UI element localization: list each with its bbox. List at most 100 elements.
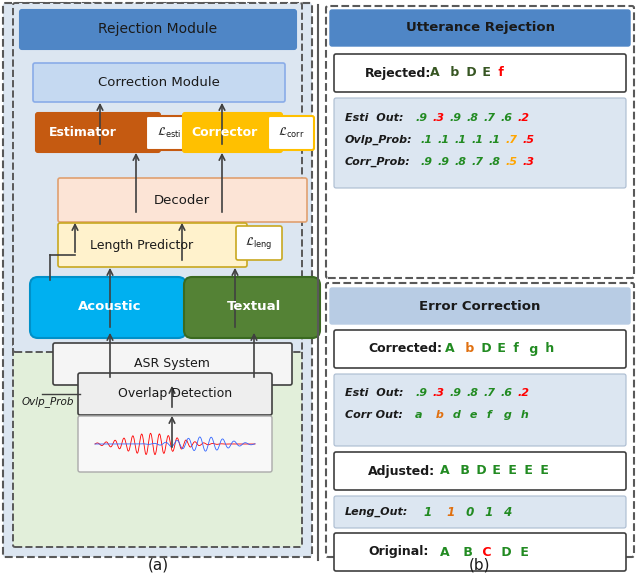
FancyBboxPatch shape bbox=[268, 116, 314, 150]
Text: .9: .9 bbox=[415, 113, 427, 123]
Text: .5: .5 bbox=[505, 157, 517, 167]
Text: E: E bbox=[536, 465, 549, 477]
Text: D: D bbox=[477, 343, 492, 355]
Text: E: E bbox=[504, 465, 517, 477]
Text: Estimator: Estimator bbox=[49, 125, 117, 139]
FancyBboxPatch shape bbox=[334, 533, 626, 571]
Text: Corrector: Corrector bbox=[192, 125, 258, 139]
Text: .2: .2 bbox=[517, 113, 529, 123]
Text: E: E bbox=[493, 343, 506, 355]
Text: A: A bbox=[445, 343, 454, 355]
Text: .1: .1 bbox=[437, 135, 449, 145]
Text: b: b bbox=[432, 410, 444, 420]
FancyBboxPatch shape bbox=[30, 277, 186, 338]
Text: .1: .1 bbox=[420, 135, 432, 145]
Text: .3: .3 bbox=[432, 113, 444, 123]
Text: 1: 1 bbox=[424, 506, 432, 518]
Text: Rejected:: Rejected: bbox=[365, 66, 431, 80]
FancyBboxPatch shape bbox=[58, 223, 247, 267]
Text: .1: .1 bbox=[488, 135, 500, 145]
Text: b: b bbox=[446, 66, 460, 80]
Text: d: d bbox=[449, 410, 461, 420]
FancyBboxPatch shape bbox=[20, 10, 296, 49]
FancyBboxPatch shape bbox=[334, 98, 626, 188]
Text: B: B bbox=[459, 546, 473, 558]
FancyBboxPatch shape bbox=[334, 496, 626, 528]
Text: D: D bbox=[462, 66, 477, 80]
Text: 0: 0 bbox=[462, 506, 474, 518]
Text: 1: 1 bbox=[481, 506, 493, 518]
Text: D: D bbox=[472, 465, 486, 477]
Text: .7: .7 bbox=[505, 135, 517, 145]
Text: D: D bbox=[497, 546, 511, 558]
Text: e: e bbox=[466, 410, 477, 420]
FancyBboxPatch shape bbox=[326, 283, 634, 557]
FancyBboxPatch shape bbox=[326, 6, 634, 278]
Text: E: E bbox=[488, 465, 501, 477]
Text: A: A bbox=[440, 546, 450, 558]
Text: h: h bbox=[517, 410, 529, 420]
Text: .7: .7 bbox=[483, 388, 495, 398]
Text: Overlap Detection: Overlap Detection bbox=[118, 387, 232, 401]
FancyBboxPatch shape bbox=[33, 63, 285, 102]
Text: .5: .5 bbox=[522, 135, 534, 145]
Text: Decoder: Decoder bbox=[154, 194, 210, 206]
FancyBboxPatch shape bbox=[184, 277, 320, 338]
Text: Esti  Out:: Esti Out: bbox=[345, 113, 403, 123]
Text: .7: .7 bbox=[471, 157, 483, 167]
Text: $\mathcal{L}_{\mathrm{esti}}$: $\mathcal{L}_{\mathrm{esti}}$ bbox=[157, 126, 181, 140]
Text: (a): (a) bbox=[147, 558, 168, 572]
Text: .6: .6 bbox=[500, 388, 512, 398]
Text: .3: .3 bbox=[522, 157, 534, 167]
Text: ASR System: ASR System bbox=[134, 358, 210, 370]
Text: Corrected:: Corrected: bbox=[368, 343, 442, 355]
Text: E: E bbox=[520, 465, 533, 477]
Text: A: A bbox=[440, 465, 450, 477]
Text: .9: .9 bbox=[415, 388, 427, 398]
Text: 1: 1 bbox=[443, 506, 455, 518]
Text: Error Correction: Error Correction bbox=[419, 299, 541, 313]
Text: E: E bbox=[516, 546, 529, 558]
Text: $\mathcal{L}_{\mathrm{corr}}$: $\mathcal{L}_{\mathrm{corr}}$ bbox=[278, 126, 304, 140]
Text: f: f bbox=[494, 66, 504, 80]
Text: Correction Module: Correction Module bbox=[98, 76, 220, 88]
Text: .9: .9 bbox=[449, 113, 461, 123]
Text: .8: .8 bbox=[466, 388, 478, 398]
Text: $\mathcal{L}_{\mathrm{leng}}$: $\mathcal{L}_{\mathrm{leng}}$ bbox=[245, 235, 273, 251]
FancyBboxPatch shape bbox=[3, 3, 312, 557]
Text: Original:: Original: bbox=[368, 546, 428, 558]
Text: .6: .6 bbox=[500, 113, 512, 123]
Text: .8: .8 bbox=[466, 113, 478, 123]
Text: Corr Out:: Corr Out: bbox=[345, 410, 403, 420]
Text: B: B bbox=[456, 465, 470, 477]
Text: C: C bbox=[478, 546, 492, 558]
FancyBboxPatch shape bbox=[58, 178, 307, 222]
Text: h: h bbox=[541, 343, 554, 355]
Text: .9: .9 bbox=[449, 388, 461, 398]
Text: .8: .8 bbox=[488, 157, 500, 167]
FancyBboxPatch shape bbox=[330, 288, 630, 324]
FancyBboxPatch shape bbox=[53, 343, 292, 385]
Text: .2: .2 bbox=[517, 388, 529, 398]
Text: (b): (b) bbox=[469, 558, 491, 572]
FancyBboxPatch shape bbox=[334, 452, 626, 490]
Text: .1: .1 bbox=[471, 135, 483, 145]
Text: Leng_Out:: Leng_Out: bbox=[345, 507, 408, 517]
Text: .1: .1 bbox=[454, 135, 466, 145]
FancyBboxPatch shape bbox=[183, 113, 282, 152]
Text: a: a bbox=[415, 410, 422, 420]
Text: g: g bbox=[525, 343, 538, 355]
Text: .7: .7 bbox=[483, 113, 495, 123]
FancyBboxPatch shape bbox=[334, 330, 626, 368]
Text: Length Predictor: Length Predictor bbox=[90, 239, 193, 251]
Text: g: g bbox=[500, 410, 512, 420]
Text: Ovlp_Prob: Ovlp_Prob bbox=[22, 397, 74, 407]
Text: f: f bbox=[483, 410, 492, 420]
Text: .9: .9 bbox=[437, 157, 449, 167]
FancyBboxPatch shape bbox=[13, 343, 302, 547]
Text: Rejection Module: Rejection Module bbox=[99, 22, 218, 36]
FancyBboxPatch shape bbox=[13, 3, 302, 352]
Text: f: f bbox=[509, 343, 519, 355]
Text: Textual: Textual bbox=[227, 301, 281, 313]
Text: A: A bbox=[430, 66, 440, 80]
